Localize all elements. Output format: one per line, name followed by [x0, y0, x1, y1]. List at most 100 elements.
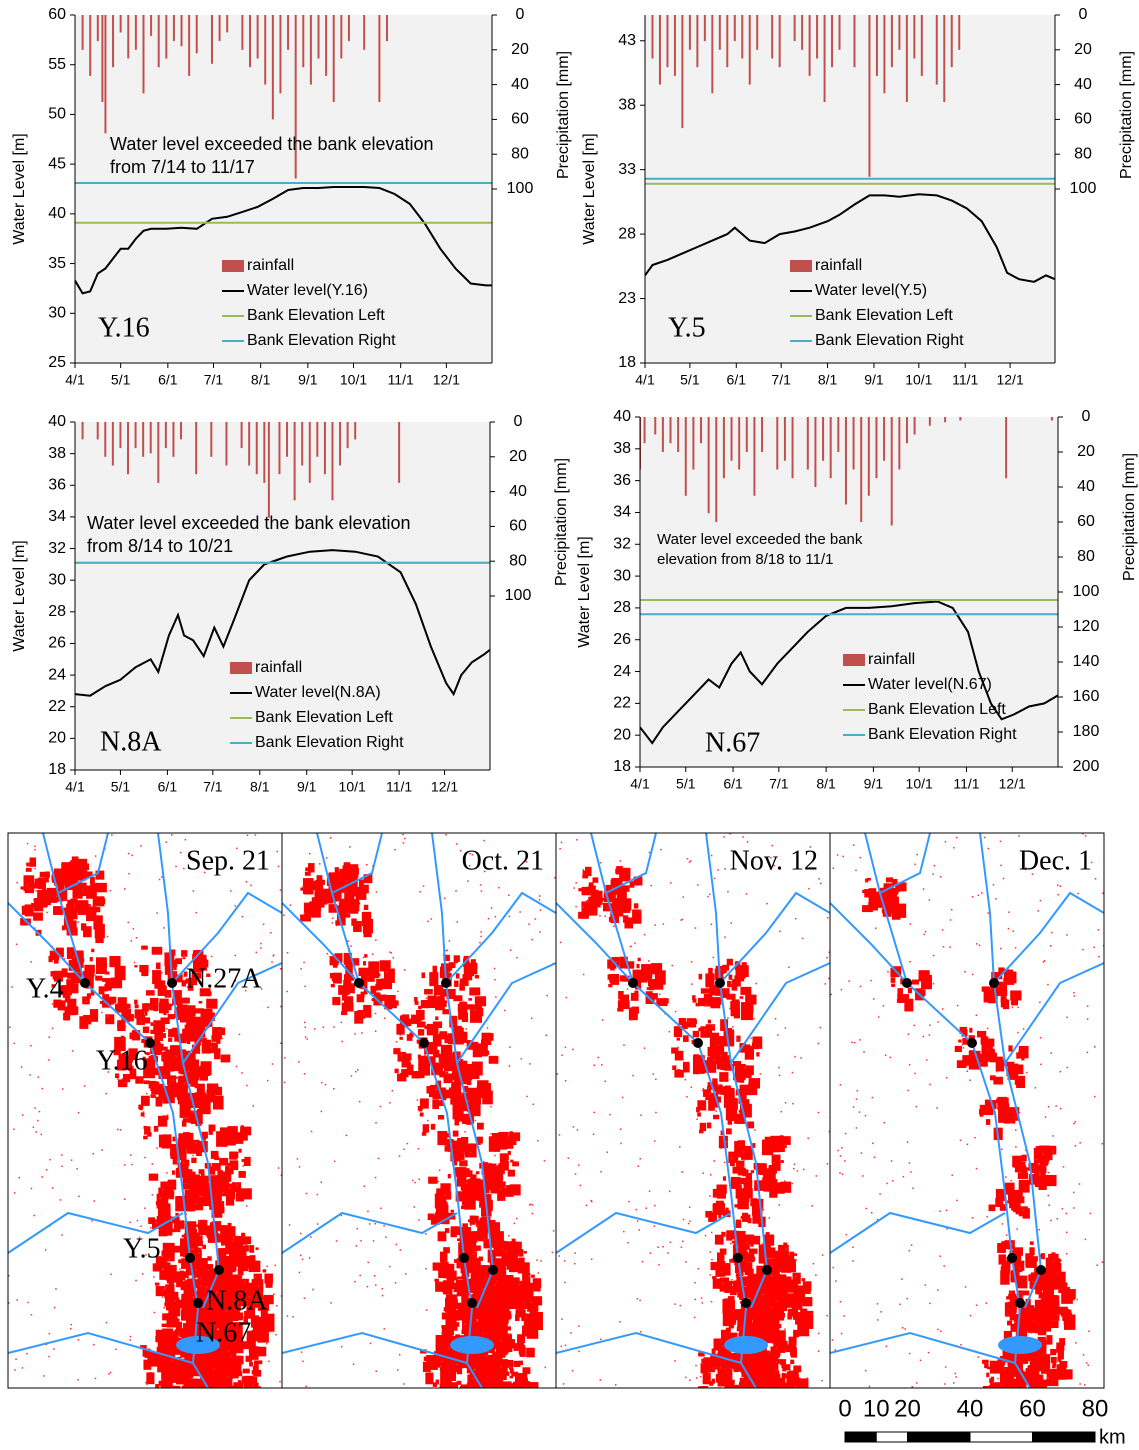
flood-speck: [418, 1148, 420, 1150]
flood-patch: [423, 1124, 429, 1132]
flood-speck: [333, 1026, 335, 1028]
flood-patch: [158, 1399, 163, 1404]
rain-bar: [188, 15, 190, 76]
flood-speck: [807, 1138, 809, 1140]
flood-patch: [759, 1363, 763, 1366]
flood-speck: [502, 1249, 504, 1251]
flood-speck: [681, 1171, 683, 1173]
flood-patch: [476, 1402, 481, 1406]
flood-patch: [416, 1010, 425, 1020]
flood-speck: [145, 1382, 147, 1384]
flood-speck: [95, 855, 97, 857]
x-tick-label: 4/1: [635, 372, 655, 388]
flood-patch: [188, 1396, 197, 1407]
flood-patch: [245, 1245, 249, 1251]
flood-speck: [792, 1103, 794, 1105]
flood-patch: [96, 883, 107, 892]
flood-patch: [152, 947, 163, 955]
rain-bar: [809, 15, 811, 76]
flood-speck: [154, 1312, 156, 1314]
flood-patch: [448, 1316, 451, 1320]
y-tick-label: 43: [618, 32, 636, 49]
flood-speck: [494, 979, 496, 981]
flood-patch: [732, 1405, 741, 1419]
flood-speck: [731, 1157, 733, 1159]
flood-speck: [129, 1222, 131, 1224]
flood-speck: [93, 1200, 95, 1202]
flood-patch: [434, 1389, 444, 1396]
flood-speck: [166, 1172, 168, 1174]
flood-patch: [191, 1398, 202, 1414]
flood-patch: [238, 1149, 241, 1153]
flood-speck: [332, 922, 334, 924]
flood-speck: [539, 895, 541, 897]
flood-speck: [367, 1286, 369, 1288]
flood-speck: [480, 931, 482, 933]
rain-bar: [120, 15, 122, 32]
y-tick-label: 22: [613, 695, 631, 712]
flood-speck: [438, 1181, 440, 1183]
flood-patch: [447, 1271, 457, 1281]
flood-patch: [149, 1392, 155, 1400]
x-tick-label: 7/1: [203, 779, 223, 795]
flood-speck: [696, 1377, 698, 1379]
flood-patch: [726, 1390, 731, 1396]
flood-patch: [514, 1390, 520, 1395]
station-dot: [488, 1265, 498, 1275]
flood-patch: [155, 1336, 162, 1342]
flood-patch: [766, 1169, 776, 1179]
flood-patch: [332, 997, 340, 1005]
flood-speck: [500, 1340, 502, 1342]
flood-patch: [518, 1249, 523, 1257]
flood-patch: [256, 1247, 259, 1250]
flood-speck: [186, 951, 188, 953]
flood-patch: [718, 1399, 723, 1406]
y2-tick-label: 80: [511, 145, 529, 162]
flood-speck: [565, 1345, 567, 1347]
flood-patch: [494, 1404, 502, 1409]
flood-speck: [655, 1079, 657, 1081]
flood-patch: [698, 1386, 708, 1402]
flood-patch: [164, 952, 174, 966]
flood-patch: [728, 1109, 733, 1112]
y-tick-label: 18: [613, 758, 631, 775]
flood-speck: [615, 1384, 617, 1386]
flood-speck: [431, 918, 433, 920]
flood-speck: [163, 1289, 165, 1291]
flood-patch: [611, 879, 615, 885]
flood-speck: [539, 931, 541, 933]
rain-bar: [704, 15, 706, 41]
flood-patch: [188, 1389, 197, 1398]
flood-speck: [148, 1007, 150, 1009]
flood-patch: [733, 1309, 742, 1320]
flood-patch: [157, 1392, 167, 1399]
flood-patch: [758, 1400, 768, 1407]
flood-speck: [115, 1349, 117, 1351]
flood-patch: [418, 1106, 423, 1110]
flood-patch: [178, 1138, 185, 1149]
flood-speck: [434, 1108, 436, 1110]
flood-speck: [378, 1158, 380, 1160]
rain-bar: [1051, 417, 1053, 421]
rain-bar: [241, 422, 243, 448]
station-name: N.8A: [206, 1285, 268, 1316]
flood-patch: [498, 1163, 504, 1169]
legend-label: Bank Elevation Right: [868, 726, 1017, 743]
flood-patch: [500, 1153, 508, 1161]
flood-patch: [139, 1010, 143, 1013]
flood-patch: [395, 1069, 399, 1074]
rain-bar: [776, 417, 778, 470]
flood-patch: [424, 989, 433, 994]
flood-speck: [640, 1331, 642, 1333]
flood-speck: [659, 994, 661, 996]
flood-speck: [441, 1361, 443, 1363]
flood-patch: [524, 1251, 527, 1254]
flood-patch: [511, 1288, 516, 1296]
flood-speck: [110, 1372, 112, 1374]
flood-patch: [457, 1277, 461, 1280]
rain-bar: [853, 417, 855, 470]
flood-patch: [166, 1398, 172, 1405]
flood-patch: [201, 1174, 204, 1179]
flood-speck: [346, 880, 348, 882]
flood-speck: [106, 1322, 108, 1324]
